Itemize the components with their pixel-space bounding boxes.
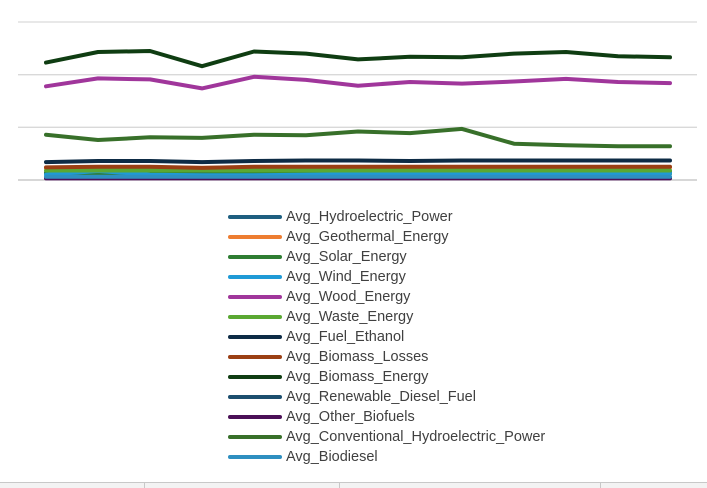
legend-swatch [228,235,282,239]
legend-swatch [228,295,282,299]
legend-swatch [228,455,282,459]
legend-item: Avg_Other_Biofuels [228,407,545,427]
legend-label: Avg_Biomass_Losses [286,349,429,365]
legend-label: Avg_Wind_Energy [286,269,406,285]
legend-label: Avg_Renewable_Diesel_Fuel [286,389,476,405]
bottom-frame [0,482,707,488]
series-line-Avg_Fuel_Ethanol [44,158,672,165]
legend-label: Avg_Solar_Energy [286,249,407,265]
legend-swatch [228,375,282,379]
legend-label: Avg_Conventional_Hydroelectric_Power [286,429,546,445]
legend-swatch [228,275,282,279]
legend-label: Avg_Biodiesel [286,449,378,465]
series-line-Avg_Wood_Energy [44,74,672,91]
legend-item: Avg_Wood_Energy [228,287,545,307]
legend-item: Avg_Biomass_Losses [228,347,545,367]
series-line-Avg_Wind_Energy [44,169,672,178]
series-line-Avg_Biomass_Losses [44,164,672,170]
legend-item: Avg_Renewable_Diesel_Fuel [228,387,545,407]
legend-item: Avg_Wind_Energy [228,267,545,287]
legend-label: Avg_Biomass_Energy [286,369,429,385]
series-line-Avg_Conventional_Hydroelectric_Power [44,126,672,149]
legend: Avg_Hydroelectric_Power Avg_Geothermal_En… [228,207,545,467]
legend-item: Avg_Waste_Energy [228,307,545,327]
legend-swatch [228,415,282,419]
legend-swatch [228,315,282,319]
legend-item: Avg_Fuel_Ethanol [228,327,545,347]
legend-label: Avg_Other_Biofuels [286,409,415,425]
legend-item: Avg_Biodiesel [228,447,545,467]
legend-swatch [228,435,282,439]
series-lines [44,49,672,181]
legend-label: Avg_Geothermal_Energy [286,229,449,245]
legend-label: Avg_Waste_Energy [286,309,414,325]
legend-swatch [228,355,282,359]
gridlines [18,21,697,181]
legend-label: Avg_Fuel_Ethanol [286,329,405,345]
legend-item: Avg_Solar_Energy [228,247,545,267]
legend-swatch [228,335,282,339]
legend-item: Avg_Biomass_Energy [228,367,545,387]
legend-item: Avg_Hydroelectric_Power [228,207,545,227]
legend-item: Avg_Conventional_Hydroelectric_Power [228,427,545,447]
legend-swatch [228,215,282,219]
series-line-Avg_Biomass_Energy [44,49,672,69]
legend-label: Avg_Wood_Energy [286,289,411,305]
legend-swatch [228,255,282,259]
legend-label: Avg_Hydroelectric_Power [286,209,453,225]
legend-swatch [228,395,282,399]
legend-item: Avg_Geothermal_Energy [228,227,545,247]
